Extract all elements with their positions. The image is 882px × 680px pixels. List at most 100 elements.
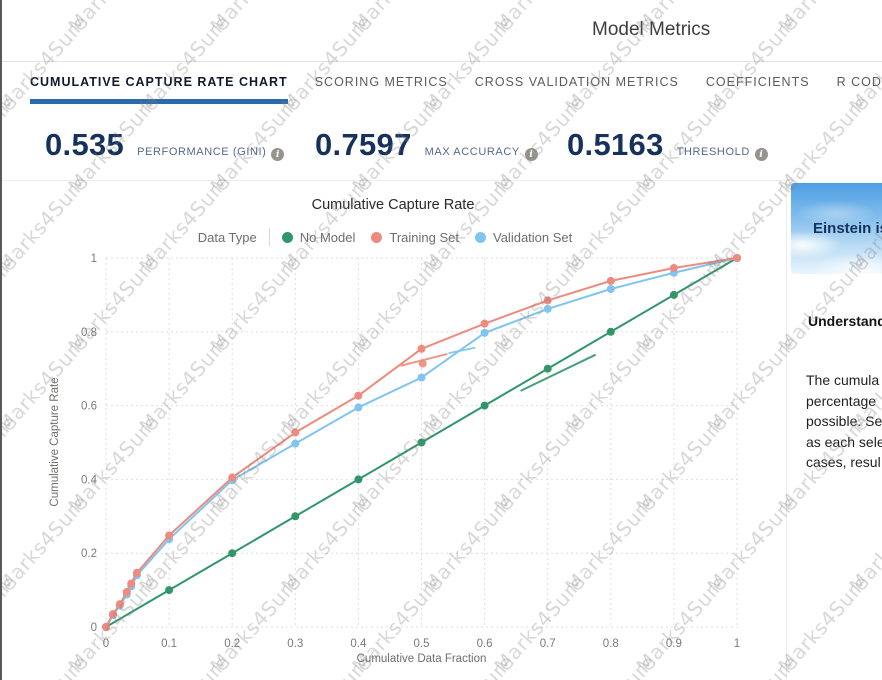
data-point-validation-set[interactable] xyxy=(543,304,552,313)
tab-coefficients[interactable]: COEFFICIENTS xyxy=(705,75,810,89)
data-point-no-model[interactable] xyxy=(291,512,300,521)
panel-body-text: The cumula percentage possible. Se as each … xyxy=(806,370,882,473)
y-tick-label: 0.6 xyxy=(81,401,97,413)
data-point-training-set[interactable] xyxy=(480,319,489,328)
metric-value: 0.535 xyxy=(45,127,125,162)
data-point-training-set[interactable] xyxy=(127,579,136,588)
x-tick-label: 0.9 xyxy=(666,638,682,650)
watermark-text: Marks4Sure xyxy=(0,0,22,38)
legend-item-validation-set[interactable]: Validation Set xyxy=(475,230,572,245)
watermark-text: Marks4Sure xyxy=(773,0,873,38)
data-point-training-set[interactable] xyxy=(102,623,110,631)
einstein-banner: Einstein is xyxy=(791,183,882,274)
watermark-text: Marks4Sure xyxy=(489,0,589,38)
window-edge-line xyxy=(0,0,2,680)
tab-r-code[interactable]: R CODE xyxy=(836,75,882,89)
y-tick-label: 0.8 xyxy=(81,327,97,339)
data-point-training-set[interactable] xyxy=(228,473,237,482)
chart-card-divider xyxy=(0,180,786,181)
data-point-training-set[interactable] xyxy=(122,587,131,596)
legend-item-training-set[interactable]: Training Set xyxy=(371,230,459,245)
series-line-validation-set xyxy=(105,257,738,628)
info-icon[interactable]: i xyxy=(754,148,768,161)
metric-label: MAX ACCURACY i xyxy=(425,146,538,161)
x-tick-label: 0.2 xyxy=(224,638,240,650)
chart-artifact-dot xyxy=(418,359,427,368)
x-axis-title: Cumulative Data Fraction xyxy=(356,653,487,665)
chart-title: Cumulative Capture Rate xyxy=(311,197,475,213)
legend-item-no-model[interactable]: No Model xyxy=(281,229,356,245)
panel-body-line: percentage xyxy=(806,392,877,409)
watermark-text: Marks4Sure xyxy=(205,0,305,38)
data-point-validation-set[interactable] xyxy=(606,284,615,293)
data-point-training-set[interactable] xyxy=(543,296,552,305)
data-point-validation-set[interactable] xyxy=(291,439,300,448)
x-tick-label: 1 xyxy=(734,638,740,650)
chart-artifact-segment xyxy=(448,346,476,355)
x-tick-label: 0.3 xyxy=(287,638,303,650)
y-axis-title: Cumulative Capture Rate xyxy=(49,377,61,507)
info-icon[interactable]: i xyxy=(271,148,285,161)
data-point-no-model[interactable] xyxy=(480,401,489,410)
data-point-training-set[interactable] xyxy=(733,254,741,262)
series-line-training-set xyxy=(105,257,738,628)
chart-legend: Data Type No Model Training Set Validation… xyxy=(0,228,786,246)
y-tick-label: 0 xyxy=(91,622,97,634)
data-point-training-set[interactable] xyxy=(669,263,678,272)
metric-value: 0.7597 xyxy=(315,127,412,162)
einstein-banner-text: Einstein is xyxy=(813,220,882,237)
tab-cumulative-capture-rate-chart[interactable]: CUMULATIVE CAPTURE RATE CHART xyxy=(30,75,288,104)
legend-dot-validation-set xyxy=(475,231,486,243)
data-point-validation-set[interactable] xyxy=(354,403,363,412)
legend-dot-training-set xyxy=(371,231,383,243)
page-title: Model Metrics xyxy=(592,19,711,40)
data-point-training-set[interactable] xyxy=(165,531,174,540)
data-point-validation-set[interactable] xyxy=(417,373,426,382)
info-icon[interactable]: i xyxy=(524,148,538,161)
header-divider xyxy=(0,61,882,62)
legend-label: No Model xyxy=(299,229,356,245)
legend-label: Validation Set xyxy=(493,229,573,245)
tab-scoring-metrics[interactable]: SCORING METRICS xyxy=(314,75,448,89)
legend-title: Data Type xyxy=(197,229,257,245)
watermark-text: Marks4Sure xyxy=(63,0,163,38)
data-point-training-set[interactable] xyxy=(132,568,141,577)
panel-heading: Understand xyxy=(808,313,882,329)
data-point-validation-set[interactable] xyxy=(480,328,489,337)
legend-dot-no-model xyxy=(281,231,293,243)
data-point-training-set[interactable] xyxy=(606,276,615,285)
data-point-training-set[interactable] xyxy=(115,600,124,609)
panel-body-line: cases, resul xyxy=(806,454,881,470)
data-point-no-model[interactable] xyxy=(165,586,174,595)
metric-label: PERFORMANCE (GINI) i xyxy=(137,146,285,161)
x-tick-label: 0.8 xyxy=(603,638,619,650)
y-tick-label: 0.2 xyxy=(81,548,97,560)
data-point-no-model[interactable] xyxy=(543,364,552,373)
panel-body-line: The cumula xyxy=(806,372,880,388)
data-point-training-set[interactable] xyxy=(291,428,300,437)
data-point-no-model[interactable] xyxy=(669,290,678,299)
x-tick-label: 0.7 xyxy=(540,638,556,650)
data-point-no-model[interactable] xyxy=(228,549,237,558)
metric-performance-gini: 0.535 PERFORMANCE (GINI) i xyxy=(45,127,285,163)
metric-label: THRESHOLD i xyxy=(677,146,768,161)
data-point-training-set[interactable] xyxy=(417,344,426,353)
panel-body-line: possible. Se xyxy=(806,413,882,429)
metric-max-accuracy: 0.7597 MAX ACCURACY i xyxy=(315,127,538,163)
x-tick-label: 0.1 xyxy=(161,638,177,650)
data-point-no-model[interactable] xyxy=(606,327,615,336)
help-side-panel: Einstein is Understand The cumula percent… xyxy=(786,180,882,680)
x-tick-label: 0.6 xyxy=(477,638,493,650)
data-point-no-model[interactable] xyxy=(354,475,363,484)
legend-divider xyxy=(268,228,270,246)
data-point-no-model[interactable] xyxy=(417,438,426,447)
data-point-training-set[interactable] xyxy=(354,391,363,400)
tab-cross-validation-metrics[interactable]: CROSS VALIDATION METRICS xyxy=(474,75,679,89)
data-point-training-set[interactable] xyxy=(108,610,117,619)
cumulative-capture-rate-chart[interactable]: 0 0.1 0.2 0.3 0.4 0.5 0.6 0.7 0.8 0.9 1 0 0.2 0.4 0.6 0… xyxy=(0,180,786,680)
y-tick-label: 0.4 xyxy=(81,474,98,486)
y-tick-label: 1 xyxy=(91,253,97,265)
x-tick-label: 0.4 xyxy=(350,638,367,650)
panel-body-line: as each sele xyxy=(806,433,882,450)
